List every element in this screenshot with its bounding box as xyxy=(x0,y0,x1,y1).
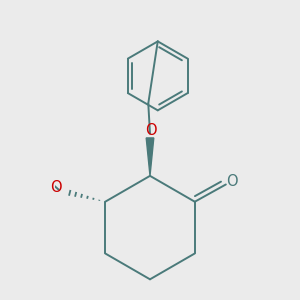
Text: O: O xyxy=(145,123,157,138)
Text: O: O xyxy=(226,173,238,188)
Polygon shape xyxy=(146,138,154,176)
Text: O: O xyxy=(50,180,62,195)
